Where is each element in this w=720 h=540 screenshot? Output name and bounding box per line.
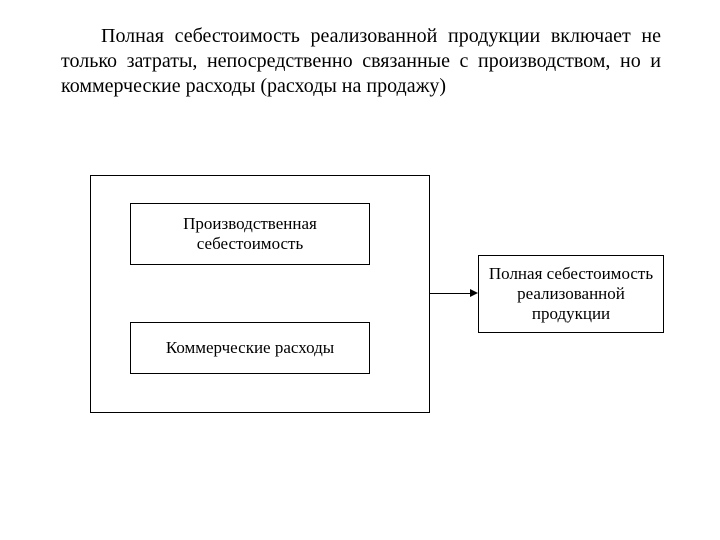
intro-paragraph: Полная себестоимость реализованной проду… bbox=[61, 24, 661, 99]
node-full-cost: Полная себестоимость реализованной проду… bbox=[478, 255, 664, 333]
node-commercial-expenses-label: Коммерческие расходы bbox=[166, 338, 334, 358]
arrow-head-icon bbox=[470, 289, 478, 297]
node-full-cost-label: Полная себестоимость реализованной проду… bbox=[487, 264, 655, 324]
node-production-cost: Производственная себестоимость bbox=[130, 203, 370, 265]
arrow-line bbox=[430, 293, 472, 294]
node-production-cost-label: Производственная себестоимость bbox=[139, 214, 361, 254]
node-commercial-expenses: Коммерческие расходы bbox=[130, 322, 370, 374]
